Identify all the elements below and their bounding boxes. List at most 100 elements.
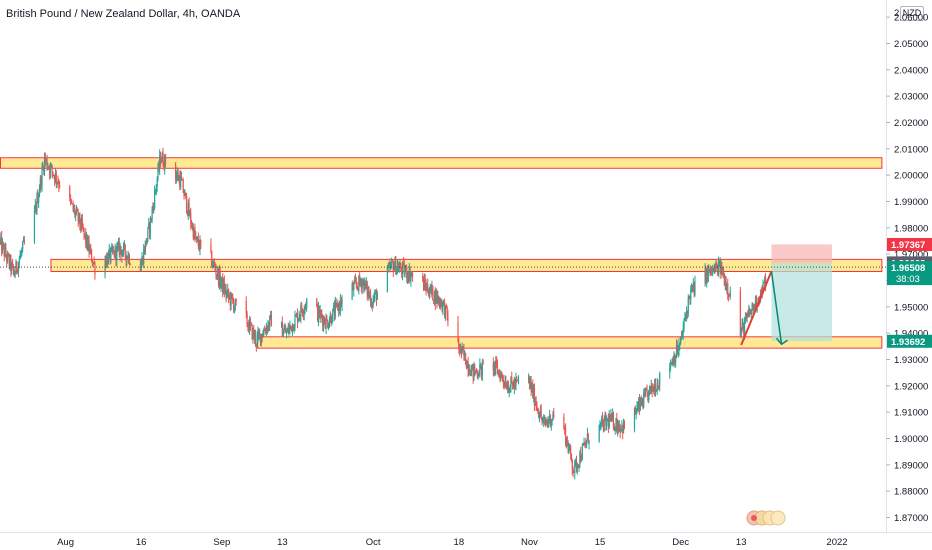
candle-body [686, 311, 689, 314]
candle-body [199, 239, 201, 250]
candle-body [727, 293, 730, 296]
candle-body [705, 269, 707, 283]
candle-body [531, 385, 533, 392]
candle-body [351, 284, 353, 300]
candle-body [49, 165, 52, 174]
candle-body [304, 305, 306, 310]
candle-body [689, 297, 691, 300]
x-axis[interactable]: Aug 16 Sep 13 Oct 18 Nov 15 Dec 13 2022 [57, 537, 847, 548]
candle-body [399, 264, 401, 268]
candle-body [20, 253, 22, 255]
candle-body [603, 418, 605, 431]
y-tick-label: 2.06000 [894, 13, 928, 24]
candle-body [8, 256, 10, 266]
arrow-head[interactable] [775, 337, 788, 346]
candle-body [52, 171, 54, 175]
candle-body [266, 327, 268, 331]
candle-body [175, 175, 178, 180]
support-resistance-zone[interactable] [0, 157, 883, 169]
candle-body [587, 433, 589, 443]
candle-body [354, 279, 357, 282]
candle-body [431, 285, 433, 292]
candle-body [335, 302, 337, 304]
candle-body [212, 261, 215, 266]
trend-line[interactable] [740, 270, 773, 346]
candle-body [320, 311, 322, 315]
candle-body [252, 329, 254, 339]
candle-body [643, 392, 646, 396]
candle-body [194, 228, 196, 237]
candle-body [403, 263, 405, 275]
candle-body [178, 176, 180, 181]
candle-body [744, 316, 747, 322]
candle-body [476, 371, 478, 376]
candle-body [368, 290, 370, 297]
support-resistance-zone[interactable] [50, 258, 883, 273]
candle-body [467, 361, 469, 372]
candle-body [492, 363, 494, 371]
candle-body [623, 422, 625, 430]
candle-body [475, 370, 478, 372]
zones[interactable] [0, 157, 883, 349]
candle-body [360, 282, 362, 289]
candle-body [444, 305, 446, 317]
currency-badge[interactable]: NZD [900, 6, 924, 21]
tradingview-logo[interactable] [746, 510, 790, 526]
candle-body [3, 245, 5, 257]
candle-body [5, 247, 7, 257]
candle-body [255, 343, 257, 346]
candle-body [125, 255, 127, 262]
candle-body [72, 203, 74, 210]
candle-body [22, 240, 25, 243]
candle-body [610, 414, 612, 422]
candle-body [691, 286, 693, 290]
candle-body [680, 336, 683, 338]
x-tick-label: 15 [595, 537, 606, 548]
candle-body [600, 422, 602, 425]
candle-body [200, 239, 202, 244]
candle-body [617, 425, 620, 431]
x-tick-label: Nov [521, 537, 538, 548]
candle-body [267, 323, 269, 331]
candle-body [71, 203, 73, 205]
candle-body [502, 379, 504, 383]
arrow-line[interactable] [770, 271, 783, 345]
position-tool[interactable] [771, 244, 832, 342]
candle-body [248, 325, 250, 332]
candle-body [261, 334, 263, 338]
candle-body [717, 263, 720, 275]
candle-body [143, 249, 146, 254]
y-axis[interactable]: 1.87000 1.88000 1.89000 1.90000 1.91000 1.920… [886, 8, 928, 524]
candle-body [752, 304, 754, 311]
candle-body [2, 243, 4, 246]
candle-body [424, 279, 426, 286]
take-profit-zone[interactable] [771, 262, 832, 342]
candle-body [510, 377, 512, 388]
candle-body [641, 402, 643, 404]
candle-body [251, 324, 253, 339]
candle-body [10, 257, 12, 271]
candle-body [634, 407, 636, 414]
candle-body [457, 322, 459, 342]
candle-body [11, 263, 13, 271]
stop-loss-zone[interactable] [771, 244, 832, 263]
drawings[interactable] [740, 270, 788, 346]
candle-body [122, 252, 124, 257]
candle-body [85, 233, 87, 244]
candle-body [691, 286, 694, 290]
candle-body [636, 407, 638, 413]
candle-body [445, 305, 447, 307]
candle-body [622, 422, 625, 434]
candle-body [366, 282, 368, 296]
candle-body [564, 427, 566, 429]
candle-body [110, 248, 112, 261]
candle-body [149, 218, 152, 234]
candle-body [288, 328, 290, 334]
candle-body [107, 253, 110, 265]
candle-body [422, 275, 424, 280]
x-tick-label: Sep [213, 537, 230, 548]
candle-body [644, 390, 646, 396]
candle-body [570, 453, 573, 462]
candle-body [508, 391, 510, 393]
